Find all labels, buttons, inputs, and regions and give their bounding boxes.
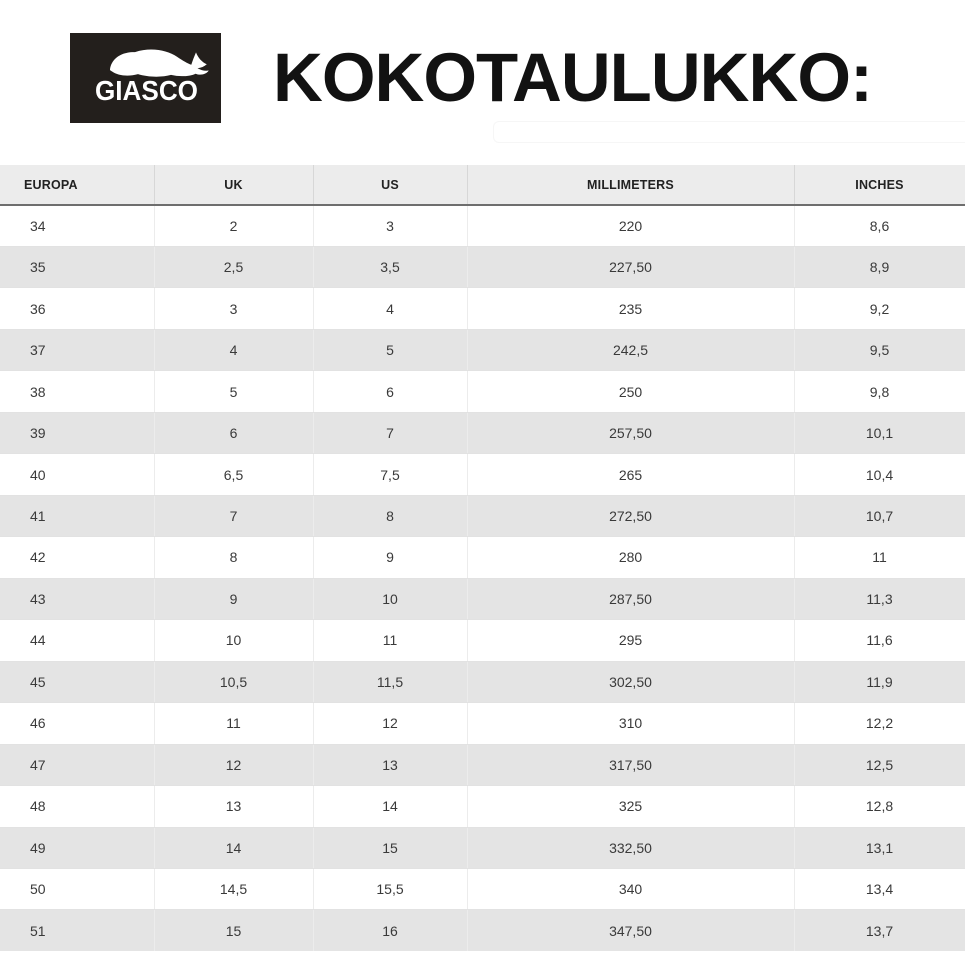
svg-text:GIASCO: GIASCO bbox=[95, 76, 198, 107]
